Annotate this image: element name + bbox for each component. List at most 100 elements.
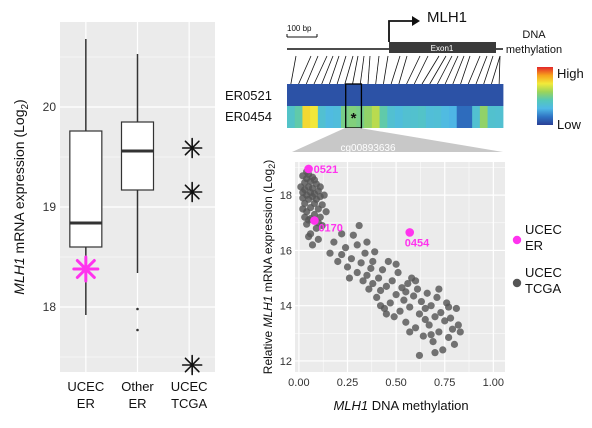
tcga-sample-point — [382, 282, 390, 290]
tcga-sample-point — [411, 324, 420, 332]
scatter-plot-y-axis-title: Relative MLH1 mRNA expression (Log2) — [261, 160, 277, 374]
probe-connector — [483, 55, 494, 85]
heatmap-cell — [441, 84, 450, 106]
tcga-sample-point — [320, 191, 328, 199]
tcga-sample-point — [431, 349, 439, 357]
legend-swatch — [512, 235, 522, 245]
heatmap-cell — [449, 84, 458, 106]
tcga-sample-point — [353, 241, 361, 249]
box-1 — [120, 54, 155, 332]
tcga-sample-point — [365, 285, 373, 293]
ucec-tcga-star-stroke — [184, 140, 200, 156]
ucec-er-star — [72, 255, 100, 283]
box-outlier — [136, 328, 139, 332]
heatmap-cell — [287, 106, 296, 128]
scatter-plot-y-ticks: 12 14 16 18 — [280, 190, 292, 368]
scatter-plot-points — [297, 168, 464, 360]
tcga-sample-point — [308, 241, 317, 249]
tcga-sample-point — [410, 292, 418, 300]
tcga-sample-point — [388, 277, 396, 285]
tcga-sample-point — [441, 317, 449, 325]
tcga-sample-point — [429, 338, 437, 346]
tcga-sample-point — [312, 224, 320, 232]
heatmap-cell — [371, 84, 380, 106]
tcga-sample-point — [427, 302, 435, 310]
heatmap-cell — [425, 106, 434, 128]
zoom-trapezoid — [292, 128, 503, 152]
probe-connector — [398, 55, 408, 85]
tcga-sample-point — [413, 285, 422, 293]
heatmap-cell — [325, 106, 334, 128]
probe-connector — [352, 55, 359, 85]
heatmap-cell — [441, 106, 450, 128]
heatmap-cell — [464, 84, 473, 106]
box-plot-y-tick-label: 20 — [43, 100, 57, 114]
tcga-sample-point — [322, 208, 330, 216]
box-plot-y-ticks: 18 19 20 — [43, 100, 57, 314]
tcga-sample-point — [371, 248, 379, 256]
heatmap-legend-title-line1: DNA — [522, 29, 546, 41]
heatmap-cell — [356, 106, 365, 128]
tcga-sample-point — [437, 308, 445, 317]
probe-connector — [421, 55, 440, 85]
probe-connector — [460, 55, 471, 85]
probe-id-label: cg00893636 — [340, 143, 395, 154]
legend-label: UCEC — [525, 222, 562, 237]
tcga-sample-point — [316, 183, 324, 191]
ucec-tcga-star — [181, 137, 203, 159]
er-sample-label: 0170 — [318, 223, 342, 235]
heatmap-cell — [310, 84, 319, 106]
box-plot-y-tick-label: 19 — [43, 200, 57, 214]
probe-connector — [375, 55, 380, 85]
heatmap-legend-color-bar — [537, 67, 553, 125]
tcga-sample-point — [326, 249, 334, 257]
tcga-sample-point — [450, 340, 459, 348]
probe-connector — [298, 55, 312, 85]
tcga-sample-point — [369, 279, 377, 288]
tcga-sample-point — [375, 274, 383, 282]
probe-connector — [305, 55, 319, 85]
tcga-sample-point — [376, 286, 385, 295]
highlighted-probe-asterisk: * — [351, 110, 357, 127]
tcga-sample-point — [421, 315, 429, 324]
exon1-label: Exon1 — [431, 44, 454, 53]
tcga-sample-point — [349, 231, 357, 239]
heatmap-cell — [341, 106, 350, 128]
box-plot-x-label: UCEC — [171, 379, 208, 394]
heatmap-cell — [302, 106, 311, 128]
tcga-sample-point — [376, 302, 385, 310]
tcga-sample-point — [355, 221, 363, 230]
scatter-x-tick-label: 0.75 — [434, 377, 455, 389]
tcga-sample-point — [406, 303, 414, 311]
tcga-sample-point — [359, 277, 367, 285]
heatmap-cell — [395, 106, 404, 128]
tcga-sample-point — [343, 263, 352, 271]
tcga-sample-point — [431, 313, 439, 321]
tcga-sample-point — [373, 293, 381, 301]
heatmap-cell — [479, 84, 488, 106]
tcga-sample-point — [445, 333, 453, 342]
tcga-sample-point — [415, 351, 424, 360]
heatmap-cell — [341, 84, 350, 106]
legend-label: UCEC — [525, 265, 562, 280]
tcga-sample-point — [369, 257, 377, 266]
probe-connector — [321, 55, 334, 85]
heatmap-cell — [395, 84, 404, 106]
heatmap-cell — [333, 106, 342, 128]
box-plot-x-label: TCGA — [171, 396, 207, 411]
tcga-sample-point — [318, 201, 326, 209]
heatmap-cell — [348, 106, 357, 128]
heatmap-cell — [364, 106, 373, 128]
tcga-sample-point — [435, 328, 443, 336]
gene-name-label: MLH1 — [427, 9, 467, 26]
probe-connector — [452, 55, 465, 85]
probe-connector — [444, 55, 459, 85]
heatmap-cell — [418, 106, 427, 128]
heatmap-cells — [287, 84, 504, 128]
legend-swatch — [512, 278, 522, 288]
heatmap-cell — [418, 84, 427, 106]
tcga-sample-point — [299, 205, 307, 213]
tcga-sample-point — [347, 255, 355, 263]
probe-connector — [359, 55, 365, 85]
heatmap-row-label-er0521: ER0521 — [225, 88, 272, 103]
